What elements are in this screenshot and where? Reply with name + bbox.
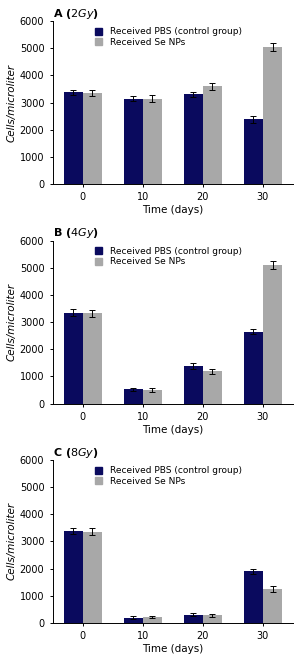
Bar: [83, 531, 102, 623]
Bar: [184, 366, 203, 403]
Bar: [124, 617, 143, 623]
Text: B ($\mathit{4Gy}$): B ($\mathit{4Gy}$): [53, 226, 98, 241]
Bar: [244, 571, 263, 623]
Bar: [203, 371, 222, 403]
Bar: [143, 98, 162, 184]
Bar: [263, 589, 282, 623]
X-axis label: Time (days): Time (days): [142, 644, 203, 654]
Bar: [143, 390, 162, 403]
Bar: [263, 265, 282, 403]
Bar: [143, 617, 162, 623]
Bar: [64, 93, 83, 184]
Bar: [64, 313, 83, 403]
X-axis label: Time (days): Time (days): [142, 206, 203, 215]
Bar: [124, 389, 143, 403]
Bar: [83, 313, 102, 403]
Y-axis label: Cells/microliter: Cells/microliter: [7, 283, 17, 361]
Text: A ($\mathit{2Gy}$): A ($\mathit{2Gy}$): [53, 7, 99, 21]
Bar: [244, 120, 263, 184]
Bar: [184, 615, 203, 623]
Legend: Received PBS (control group), Received Se NPs: Received PBS (control group), Received S…: [93, 245, 243, 268]
Bar: [64, 531, 83, 623]
Bar: [83, 93, 102, 184]
Bar: [203, 615, 222, 623]
Bar: [263, 47, 282, 184]
Legend: Received PBS (control group), Received Se NPs: Received PBS (control group), Received S…: [93, 26, 243, 49]
Y-axis label: Cells/microliter: Cells/microliter: [7, 502, 17, 580]
Text: C ($\mathit{8Gy}$): C ($\mathit{8Gy}$): [53, 446, 98, 460]
Y-axis label: Cells/microliter: Cells/microliter: [7, 63, 17, 141]
X-axis label: Time (days): Time (days): [142, 424, 203, 435]
Bar: [124, 98, 143, 184]
Bar: [203, 87, 222, 184]
Bar: [244, 332, 263, 403]
Legend: Received PBS (control group), Received Se NPs: Received PBS (control group), Received S…: [93, 465, 243, 487]
Bar: [184, 95, 203, 184]
